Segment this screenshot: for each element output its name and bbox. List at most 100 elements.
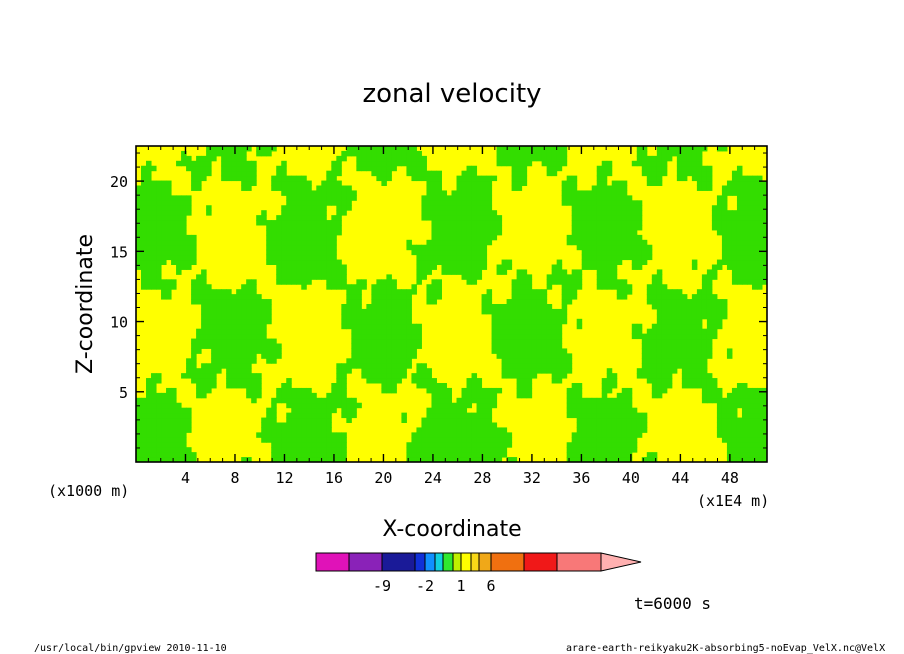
field-cell (141, 274, 147, 280)
field-cell (626, 392, 633, 399)
field-cell (216, 289, 222, 295)
field-cell (161, 447, 167, 453)
field-cell (696, 353, 703, 359)
field-cell (291, 229, 297, 236)
field-cell (256, 313, 262, 320)
field-cell (511, 348, 518, 354)
field-cell (281, 397, 287, 404)
field-cell (381, 170, 387, 177)
field-cell (416, 170, 422, 177)
field-cell (336, 447, 342, 453)
field-cell (736, 215, 743, 221)
field-cell (176, 269, 182, 275)
field-cell (381, 387, 387, 394)
field-cell (146, 378, 152, 384)
field-cell (611, 195, 618, 201)
field-cell (646, 343, 653, 349)
field-cell (346, 417, 352, 423)
field-cell (736, 249, 743, 256)
field-cell (371, 150, 377, 157)
field-cell (646, 284, 653, 290)
field-cell (341, 412, 347, 419)
field-cell (426, 447, 432, 453)
field-cell (191, 373, 197, 379)
field-cell (701, 328, 708, 335)
field-cell (201, 284, 207, 290)
field-cell (581, 417, 588, 423)
field-cell (596, 274, 603, 280)
field-cell (556, 274, 563, 280)
field-cell (186, 234, 192, 241)
field-cell (716, 387, 723, 394)
field-cell (361, 343, 367, 349)
field-cell (711, 225, 718, 231)
field-cell (486, 225, 493, 231)
field-cell (281, 432, 287, 438)
field-cell (611, 269, 618, 275)
field-cell (716, 407, 723, 414)
field-cell (386, 284, 392, 290)
field-cell (156, 422, 162, 428)
field-cell (496, 348, 503, 354)
field-cell (161, 457, 167, 462)
field-cell (421, 264, 427, 270)
field-cell (321, 195, 327, 201)
field-cell (531, 323, 538, 330)
field-cell (621, 279, 628, 285)
field-cell (311, 220, 317, 226)
field-cell (206, 373, 212, 379)
field-cell (196, 378, 202, 384)
field-cell (196, 185, 202, 191)
field-cell (356, 299, 362, 305)
field-cell (616, 447, 623, 453)
field-cell (751, 200, 758, 206)
field-cell (591, 447, 598, 453)
field-cell (596, 269, 603, 275)
field-cell (431, 205, 437, 211)
field-cell (391, 308, 397, 315)
field-cell (351, 318, 357, 325)
colorbar-segment (434, 552, 444, 572)
field-cell (161, 210, 167, 216)
field-cell (236, 155, 242, 162)
field-cell (516, 363, 523, 369)
field-cell (471, 220, 478, 226)
field-cell (601, 249, 608, 256)
field-cell (246, 318, 252, 325)
field-cell (491, 392, 498, 399)
field-cell (441, 457, 447, 462)
field-cell (311, 402, 317, 409)
field-cell (486, 205, 493, 211)
field-cell (576, 274, 583, 280)
field-cell (571, 225, 578, 231)
field-cell (461, 427, 468, 433)
field-cell (736, 264, 743, 270)
field-cell (521, 387, 528, 394)
field-cell (646, 294, 653, 300)
field-cell (206, 368, 212, 374)
field-cell (271, 259, 277, 265)
field-cell (146, 190, 152, 196)
field-cell (736, 234, 743, 241)
field-cell (751, 417, 758, 423)
field-cell (391, 343, 397, 349)
field-cell (356, 328, 362, 335)
field-cell (531, 358, 538, 364)
field-cell (176, 417, 182, 423)
field-cell (226, 368, 232, 374)
field-cell (631, 229, 638, 236)
field-cell (741, 229, 748, 236)
field-cell (506, 313, 513, 320)
field-cell (536, 155, 543, 162)
field-cell (161, 392, 167, 399)
field-cell (591, 422, 598, 428)
field-cell (241, 146, 247, 152)
field-cell (411, 155, 417, 162)
field-cell (536, 323, 543, 330)
field-cell (286, 387, 292, 394)
field-cell (346, 195, 352, 201)
field-cell (696, 146, 703, 152)
field-cell (486, 180, 493, 186)
field-cell (461, 264, 468, 270)
field-cell (736, 427, 743, 433)
